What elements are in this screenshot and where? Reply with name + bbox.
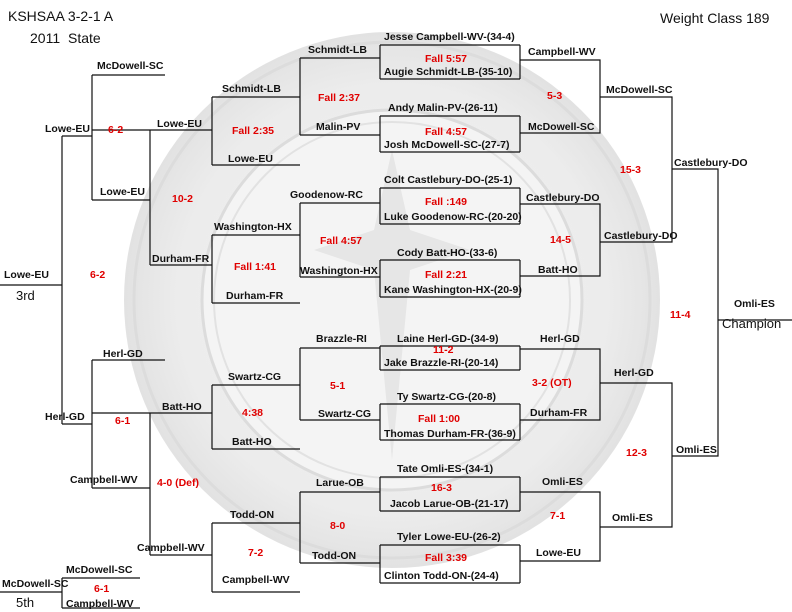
cons1-result-2: Fall 4:57 [320,235,363,247]
fifth-entry-b: Campbell-WV [66,598,134,610]
cons2-entry-4: Durham-FR [226,290,284,302]
cons2-winner-2: Durham-FR [152,253,210,265]
cons3-winner-1: Lowe-EU [45,123,90,135]
finalist-1: Castlebury-DO [674,157,748,169]
cons3-entry-2: Lowe-EU [100,186,145,198]
seed-7: Cody Batt-HO-(33-6) [397,247,498,259]
match-7-result: 16-3 [431,482,453,494]
seed-4: Josh McDowell-SC-(27-7) [384,139,510,151]
seed-11: Ty Swartz-CG-(20-8) [397,391,496,403]
qf-winner-3: Castlebury-DO [526,192,600,204]
cons3-winner-3: Herl-GD [45,411,85,423]
cons2-result-4: 7-2 [248,547,264,559]
match-8-result: Fall 3:39 [425,552,468,564]
cons3-result-3: 6-1 [115,415,131,427]
qf-result-2: 14-5 [550,234,572,246]
cons3-result-2: 10-2 [172,193,194,205]
seed-6: Luke Goodenow-RC-(20-20) [384,211,522,223]
third-place-result: 6-2 [90,269,106,281]
match-4-result: Fall 2:21 [425,269,468,281]
qf-winner-5: Herl-GD [540,333,580,345]
match-2-result: Fall 4:57 [425,126,468,138]
fifth-place-result: 6-1 [94,583,110,595]
cons2-result-3: 4:38 [242,407,264,419]
seed-10: Jake Brazzle-RI-(20-14) [384,357,499,369]
cons3-result-1: 6-2 [108,124,124,136]
cons2-result-1: Fall 2:35 [232,125,275,137]
qf-result-1: 5-3 [547,90,563,102]
cons1-loser-5: Brazzle-RI [316,333,367,345]
cons3-entry-1: McDowell-SC [97,60,164,72]
cons3-entry-4: Campbell-WV [70,474,138,486]
qf-winner-7: Omli-ES [542,476,583,488]
qf-result-3: 3-2 (OT) [532,377,572,389]
seed-15: Tyler Lowe-EU-(26-2) [397,531,501,543]
seed-16: Clinton Todd-ON-(24-4) [384,570,499,582]
final-result: 11-4 [670,309,691,321]
cons1-loser-3: Goodenow-RC [290,189,363,201]
cons1-result-4: 8-0 [330,520,346,532]
qf-winner-8: Lowe-EU [536,547,581,559]
sf-result-2: 12-3 [626,447,648,459]
state-label: State [68,30,101,46]
qf-winner-4: Batt-HO [538,264,578,276]
third-place-winner: Lowe-EU [4,269,49,281]
match-6-result: Fall 1:00 [418,413,461,425]
fifth-entry-a: McDowell-SC [66,564,133,576]
qf-result-4: 7-1 [550,510,566,522]
qf-winner-2: McDowell-SC [528,121,595,133]
seed-9: Laine Herl-GD-(34-9) [397,333,499,345]
cons1-loser-1: Schmidt-LB [308,44,367,56]
cons2-entry-8: Campbell-WV [222,574,290,586]
cons2-result-2: Fall 1:41 [234,261,277,273]
champion-label: Champion [722,316,782,331]
qf-winner-6: Durham-FR [530,407,588,419]
tournament-title: KSHSAA 3-2-1 A [8,8,114,24]
fifth-place-label: 5th [16,595,35,610]
seed-1: Jesse Campbell-WV-(34-4) [384,31,515,43]
sf-winner-4: Omli-ES [612,512,653,524]
cons1-loser-7: Larue-OB [316,477,364,489]
sf-winner-2: Castlebury-DO [604,230,678,242]
match-3-result: Fall :149 [425,196,468,208]
seed-14: Jacob Larue-OB-(21-17) [390,498,509,510]
sf-winner-3: Herl-GD [614,367,654,379]
cons2-entry-2: Lowe-EU [228,153,273,165]
cons2-winner-3: Batt-HO [162,401,202,413]
cons2-entry-1: Schmidt-LB [222,83,281,95]
cons1-loser-4: Washington-HX [300,265,378,277]
seed-3: Andy Malin-PV-(26-11) [388,102,498,114]
year-label: 2011 [30,30,61,46]
cons2-entry-6: Batt-HO [232,436,272,448]
sf-winner-1: McDowell-SC [606,84,673,96]
cons2-winner-4: Campbell-WV [137,542,205,554]
cons1-result-1: Fall 2:37 [318,92,361,104]
seed-5: Colt Castlebury-DO-(25-1) [384,174,513,186]
cons2-entry-7: Todd-ON [230,509,275,521]
seed-13: Tate Omli-ES-(34-1) [397,463,494,475]
seed-12: Thomas Durham-FR-(36-9) [384,428,516,440]
fifth-place-winner: McDowell-SC [2,578,69,590]
seed-2: Augie Schmidt-LB-(35-10) [384,66,513,78]
cons2-entry-3: Washington-HX [214,221,292,233]
cons1-loser-6: Swartz-CG [318,408,372,420]
champion-name: Omli-ES [734,298,775,310]
sf-result-1: 15-3 [620,164,642,176]
weight-class-label: Weight Class 189 [660,10,770,26]
cons1-loser-2: Malin-PV [316,121,361,133]
match-1-result: Fall 5:57 [425,53,468,65]
match-5-result: 11-2 [433,344,454,356]
cons3-result-4: 4-0 (Def) [157,477,200,489]
cons2-entry-5: Swartz-CG [228,371,282,383]
cons3-entry-3: Herl-GD [103,348,143,360]
qf-winner-1: Campbell-WV [528,46,596,58]
cons1-loser-8: Todd-ON [312,550,357,562]
seed-8: Kane Washington-HX-(20-9) [384,284,522,296]
finalist-2: Omli-ES [676,444,717,456]
cons1-result-3: 5-1 [330,380,346,392]
cons2-winner-1: Lowe-EU [157,118,202,130]
third-place-label: 3rd [16,288,35,303]
